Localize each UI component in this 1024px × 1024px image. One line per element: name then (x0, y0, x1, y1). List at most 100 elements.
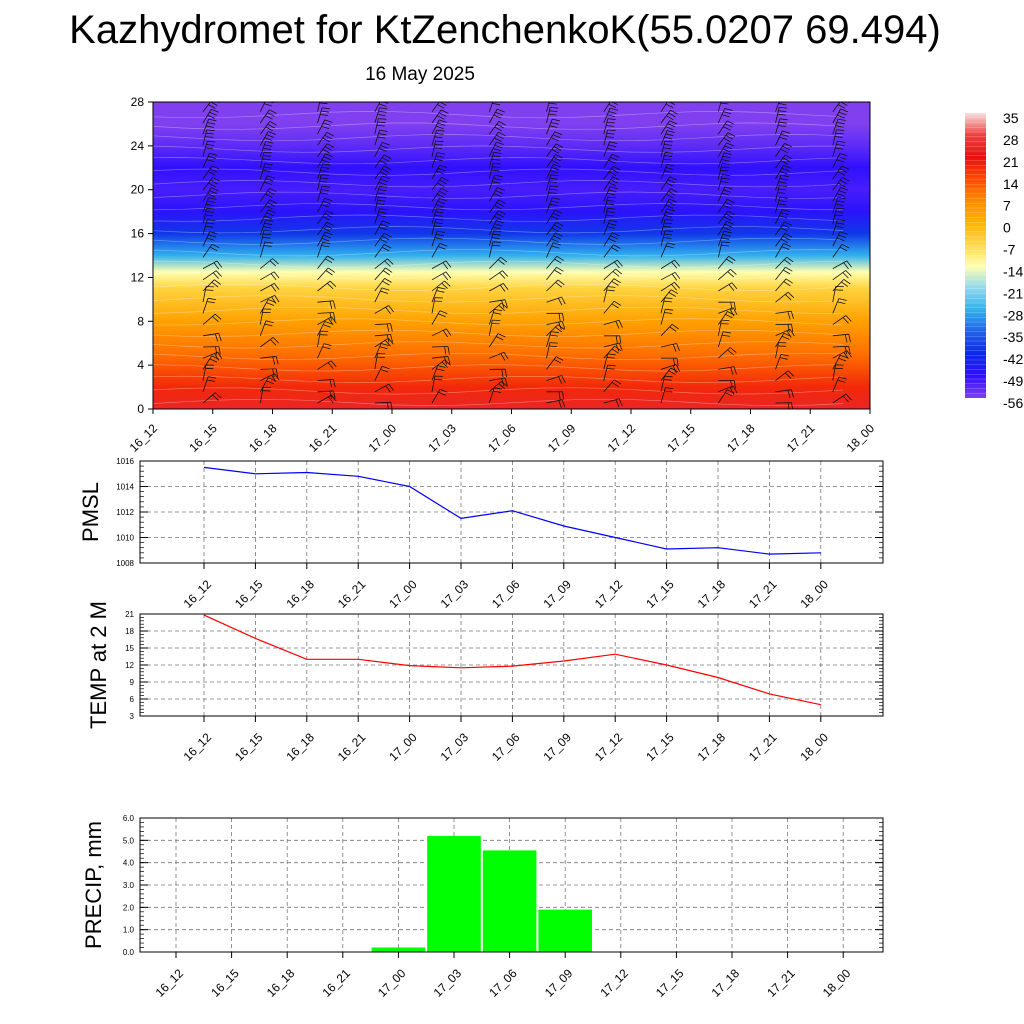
wind-barb-shaft (317, 316, 332, 325)
wind-barb-flag (554, 258, 562, 264)
wind-barb-flag (897, 176, 905, 179)
wind-barb-flag (326, 210, 335, 215)
wind-barb-flag (212, 316, 219, 323)
wind-barb-flag (493, 193, 502, 197)
wind-barb-flag (848, 346, 851, 355)
wind-barb-flag (834, 136, 843, 138)
wind-barb-flag (264, 241, 273, 244)
wind-barb-flag (494, 387, 503, 390)
wind-barb-flag (666, 208, 675, 212)
wind-barb-flag (786, 256, 794, 263)
wind-barb-flag (386, 334, 390, 343)
wind-barb-flag (892, 237, 900, 238)
wind-barb-shaft (374, 165, 385, 180)
wind-barb-flag (382, 98, 390, 101)
wind-barb-flag (729, 387, 735, 395)
wind-barb-shaft (832, 108, 841, 124)
wind-barb-flag (209, 231, 218, 235)
wind-barb-flag (377, 192, 386, 195)
wind-barb-flag (842, 317, 849, 324)
wind-barb-shaft (488, 108, 498, 124)
wind-barb-flag (608, 238, 616, 243)
wind-barb-flag (664, 170, 673, 174)
wind-barb-flag (211, 165, 220, 170)
wind-barb-flag (382, 220, 390, 224)
wind-barb-flag (837, 140, 846, 143)
wind-barb-flag (321, 204, 330, 208)
x-tick-label: 18_00 (797, 577, 831, 611)
wind-barb-flag (836, 207, 845, 210)
wind-barb-flag (377, 200, 386, 202)
contour-line (153, 145, 843, 153)
wind-barb-flag (442, 330, 449, 338)
wind-barb-flag (782, 208, 791, 213)
wind-barb-flag (272, 356, 276, 365)
wind-barb-shaft (259, 308, 264, 325)
wind-barb-flag (493, 100, 501, 102)
wind-barb-shaft (546, 296, 562, 303)
wind-barb-shaft (431, 230, 438, 247)
wind-barb-shaft (489, 256, 501, 269)
wind-barb-shaft (431, 355, 448, 359)
wind-barb-flag (609, 219, 618, 223)
wind-barb-flag (272, 368, 275, 377)
wind-barb-flag (553, 359, 562, 364)
wind-barb-flag (612, 176, 620, 181)
wind-barb-flag (665, 133, 674, 137)
wind-barb-flag (378, 133, 387, 136)
wind-barb-flag (500, 256, 508, 263)
wind-barb-flag (721, 177, 730, 180)
wind-barb-shaft (202, 129, 208, 146)
wind-barb-flag (378, 103, 387, 107)
wind-barb-shaft (374, 353, 378, 370)
wind-barb-shaft (202, 313, 216, 325)
wind-barb-shaft (546, 267, 557, 281)
wind-barb-shaft (890, 377, 897, 392)
wind-barb-flag (841, 243, 850, 249)
wind-barb-flag (558, 376, 563, 384)
wind-barb-flag (263, 166, 272, 169)
x-tick-label: 17_18 (724, 421, 758, 455)
wind-barb-shaft (488, 241, 494, 258)
wind-barb-flag (206, 222, 215, 225)
wind-barb-flag (777, 113, 786, 116)
wind-barb-flag (778, 110, 787, 112)
wind-barb-shaft (890, 259, 903, 269)
wind-barb-shaft (660, 188, 671, 202)
wind-barb-flag (503, 351, 509, 360)
wind-barb-shaft (890, 220, 895, 235)
wind-barb-shaft (660, 343, 677, 348)
wind-barb-flag (725, 135, 733, 140)
wind-barb-shaft (431, 102, 440, 113)
wind-barb-flag (322, 148, 331, 154)
wind-barb-flag (780, 148, 788, 154)
contour-line (153, 134, 844, 142)
wind-barb-flag (895, 242, 903, 243)
wind-barb-flag (779, 170, 788, 175)
wind-barb-shaft (718, 268, 731, 281)
wind-barb-flag (263, 155, 272, 157)
wind-barb-flag (494, 216, 502, 221)
wind-barb-flag (556, 255, 564, 261)
y-tick-label: 1.0 (123, 926, 135, 935)
wind-barb-flag (667, 163, 676, 167)
wind-barb-flag (321, 110, 330, 113)
wind-barb-flag (495, 220, 504, 224)
wind-barb-flag (895, 127, 902, 131)
wind-barb-shaft (488, 152, 494, 168)
wind-barb-shaft (832, 208, 837, 224)
wind-barb-flag (320, 100, 328, 101)
wind-barb-flag (267, 175, 275, 179)
x-tick-label: 17_03 (431, 966, 465, 1000)
wind-barb-flag (206, 159, 215, 163)
wind-barb-flag (212, 394, 219, 401)
wind-barb-flag (670, 188, 678, 193)
wind-barb-flag (607, 129, 616, 132)
wind-barb-flag (906, 368, 908, 376)
wind-barb-flag (208, 118, 217, 122)
wind-barb-flag (895, 380, 903, 382)
wind-barb-flag (264, 144, 273, 147)
wind-barb-flag (495, 97, 503, 99)
wind-barb-flag (892, 159, 900, 160)
contour-line (153, 329, 844, 337)
